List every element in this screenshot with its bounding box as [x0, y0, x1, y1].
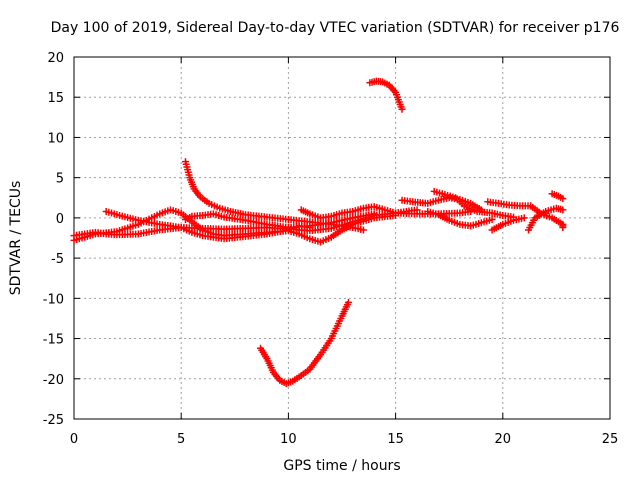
y-tick-label: 15	[47, 91, 64, 106]
series-track-f	[297, 203, 421, 222]
data-points	[70, 77, 567, 388]
data-point	[559, 224, 567, 232]
y-tick-label: 0	[56, 212, 64, 227]
y-tick-label: 10	[47, 131, 64, 146]
data-point	[559, 206, 567, 214]
series-track-j	[484, 198, 535, 210]
x-tick-label: 0	[70, 432, 78, 447]
y-tick-label: -5	[51, 252, 64, 267]
data-point	[344, 298, 352, 306]
y-tick-label: 20	[47, 51, 64, 66]
series-track-n	[548, 190, 567, 203]
plot-frame	[73, 56, 611, 420]
axis-ticks: 0 5 10 15 20 25 -25 -20 -15 -10 -5 0 5 10 15 20	[43, 51, 619, 447]
y-axis-label: SDTVAR / TECUs	[8, 181, 24, 296]
data-point	[413, 206, 421, 214]
y-tick-label: -25	[43, 413, 64, 428]
x-tick-label: 25	[602, 432, 619, 447]
chart-title: Day 100 of 2019, Sidereal Day-to-day VTE…	[51, 20, 620, 36]
data-point	[488, 215, 496, 223]
series-track-k	[488, 214, 528, 234]
data-point	[359, 226, 367, 234]
data-point	[559, 195, 567, 203]
data-point	[520, 214, 528, 222]
y-tick-label: -15	[43, 333, 64, 348]
series-track-e	[181, 158, 367, 234]
series-track-p	[257, 298, 352, 388]
grid-lines	[74, 57, 610, 419]
x-tick-label: 15	[387, 432, 404, 447]
series-track-h	[424, 207, 496, 230]
series-track-m	[527, 202, 567, 232]
series-track-o	[366, 77, 406, 113]
y-tick-label: 5	[56, 172, 64, 187]
y-tick-label: -10	[43, 292, 64, 307]
x-axis-label: GPS time / hours	[283, 458, 400, 474]
x-tick-label: 20	[495, 432, 512, 447]
x-tick-label: 10	[280, 432, 297, 447]
y-tick-label: -20	[43, 373, 64, 388]
x-tick-label: 5	[177, 432, 185, 447]
data-point	[370, 210, 378, 218]
data-point	[398, 105, 406, 113]
